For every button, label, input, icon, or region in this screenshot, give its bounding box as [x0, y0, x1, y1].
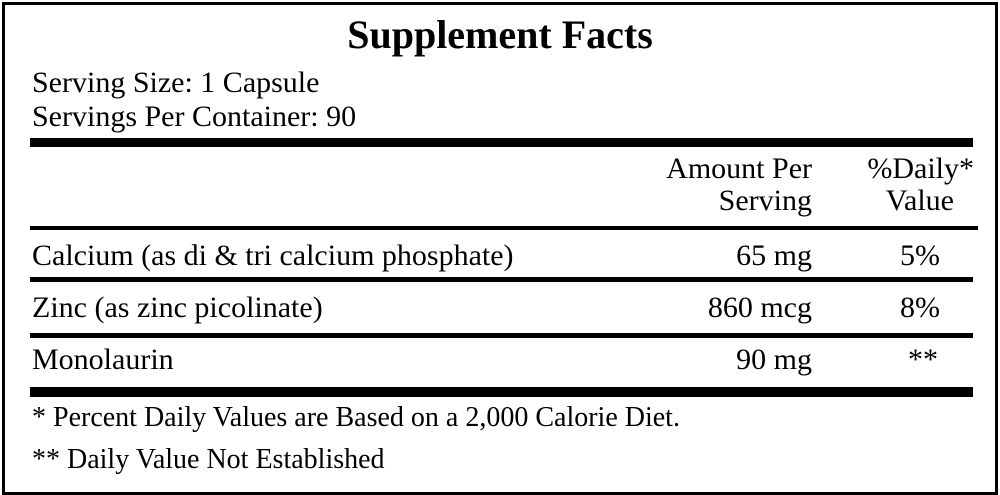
nutrient-dv: 8% [900, 291, 940, 324]
thick-divider [30, 387, 973, 397]
nutrient-dv: 5% [900, 239, 940, 272]
row-divider [30, 277, 973, 282]
row-divider [30, 333, 973, 338]
servings-per-container: Servings Per Container: 90 [32, 100, 357, 133]
header-dv-line1: %Daily* [867, 152, 974, 185]
label-title: Supplement Facts [347, 12, 653, 57]
nutrient-amount: 860 mcg [707, 291, 812, 324]
nutrient-amount: 65 mg [736, 239, 812, 272]
nutrient-name: Monolaurin [32, 343, 174, 376]
footnote-daily-values: * Percent Daily Values are Based on a 2,… [32, 402, 680, 433]
thick-divider [30, 138, 973, 147]
nutrient-name: Zinc (as zinc picolinate) [32, 291, 323, 324]
header-amount-line2: Serving [718, 184, 812, 217]
header-amount-line1: Amount Per [666, 152, 812, 185]
footnote-not-established: ** Daily Value Not Established [32, 444, 385, 475]
header-dv-line2: Value [885, 184, 954, 217]
nutrient-name: Calcium (as di & tri calcium phosphate) [32, 239, 514, 272]
nutrient-dv: ** [908, 343, 938, 376]
serving-size: Serving Size: 1 Capsule [32, 66, 320, 99]
nutrient-amount: 90 mg [736, 343, 812, 376]
header-divider [30, 226, 978, 230]
